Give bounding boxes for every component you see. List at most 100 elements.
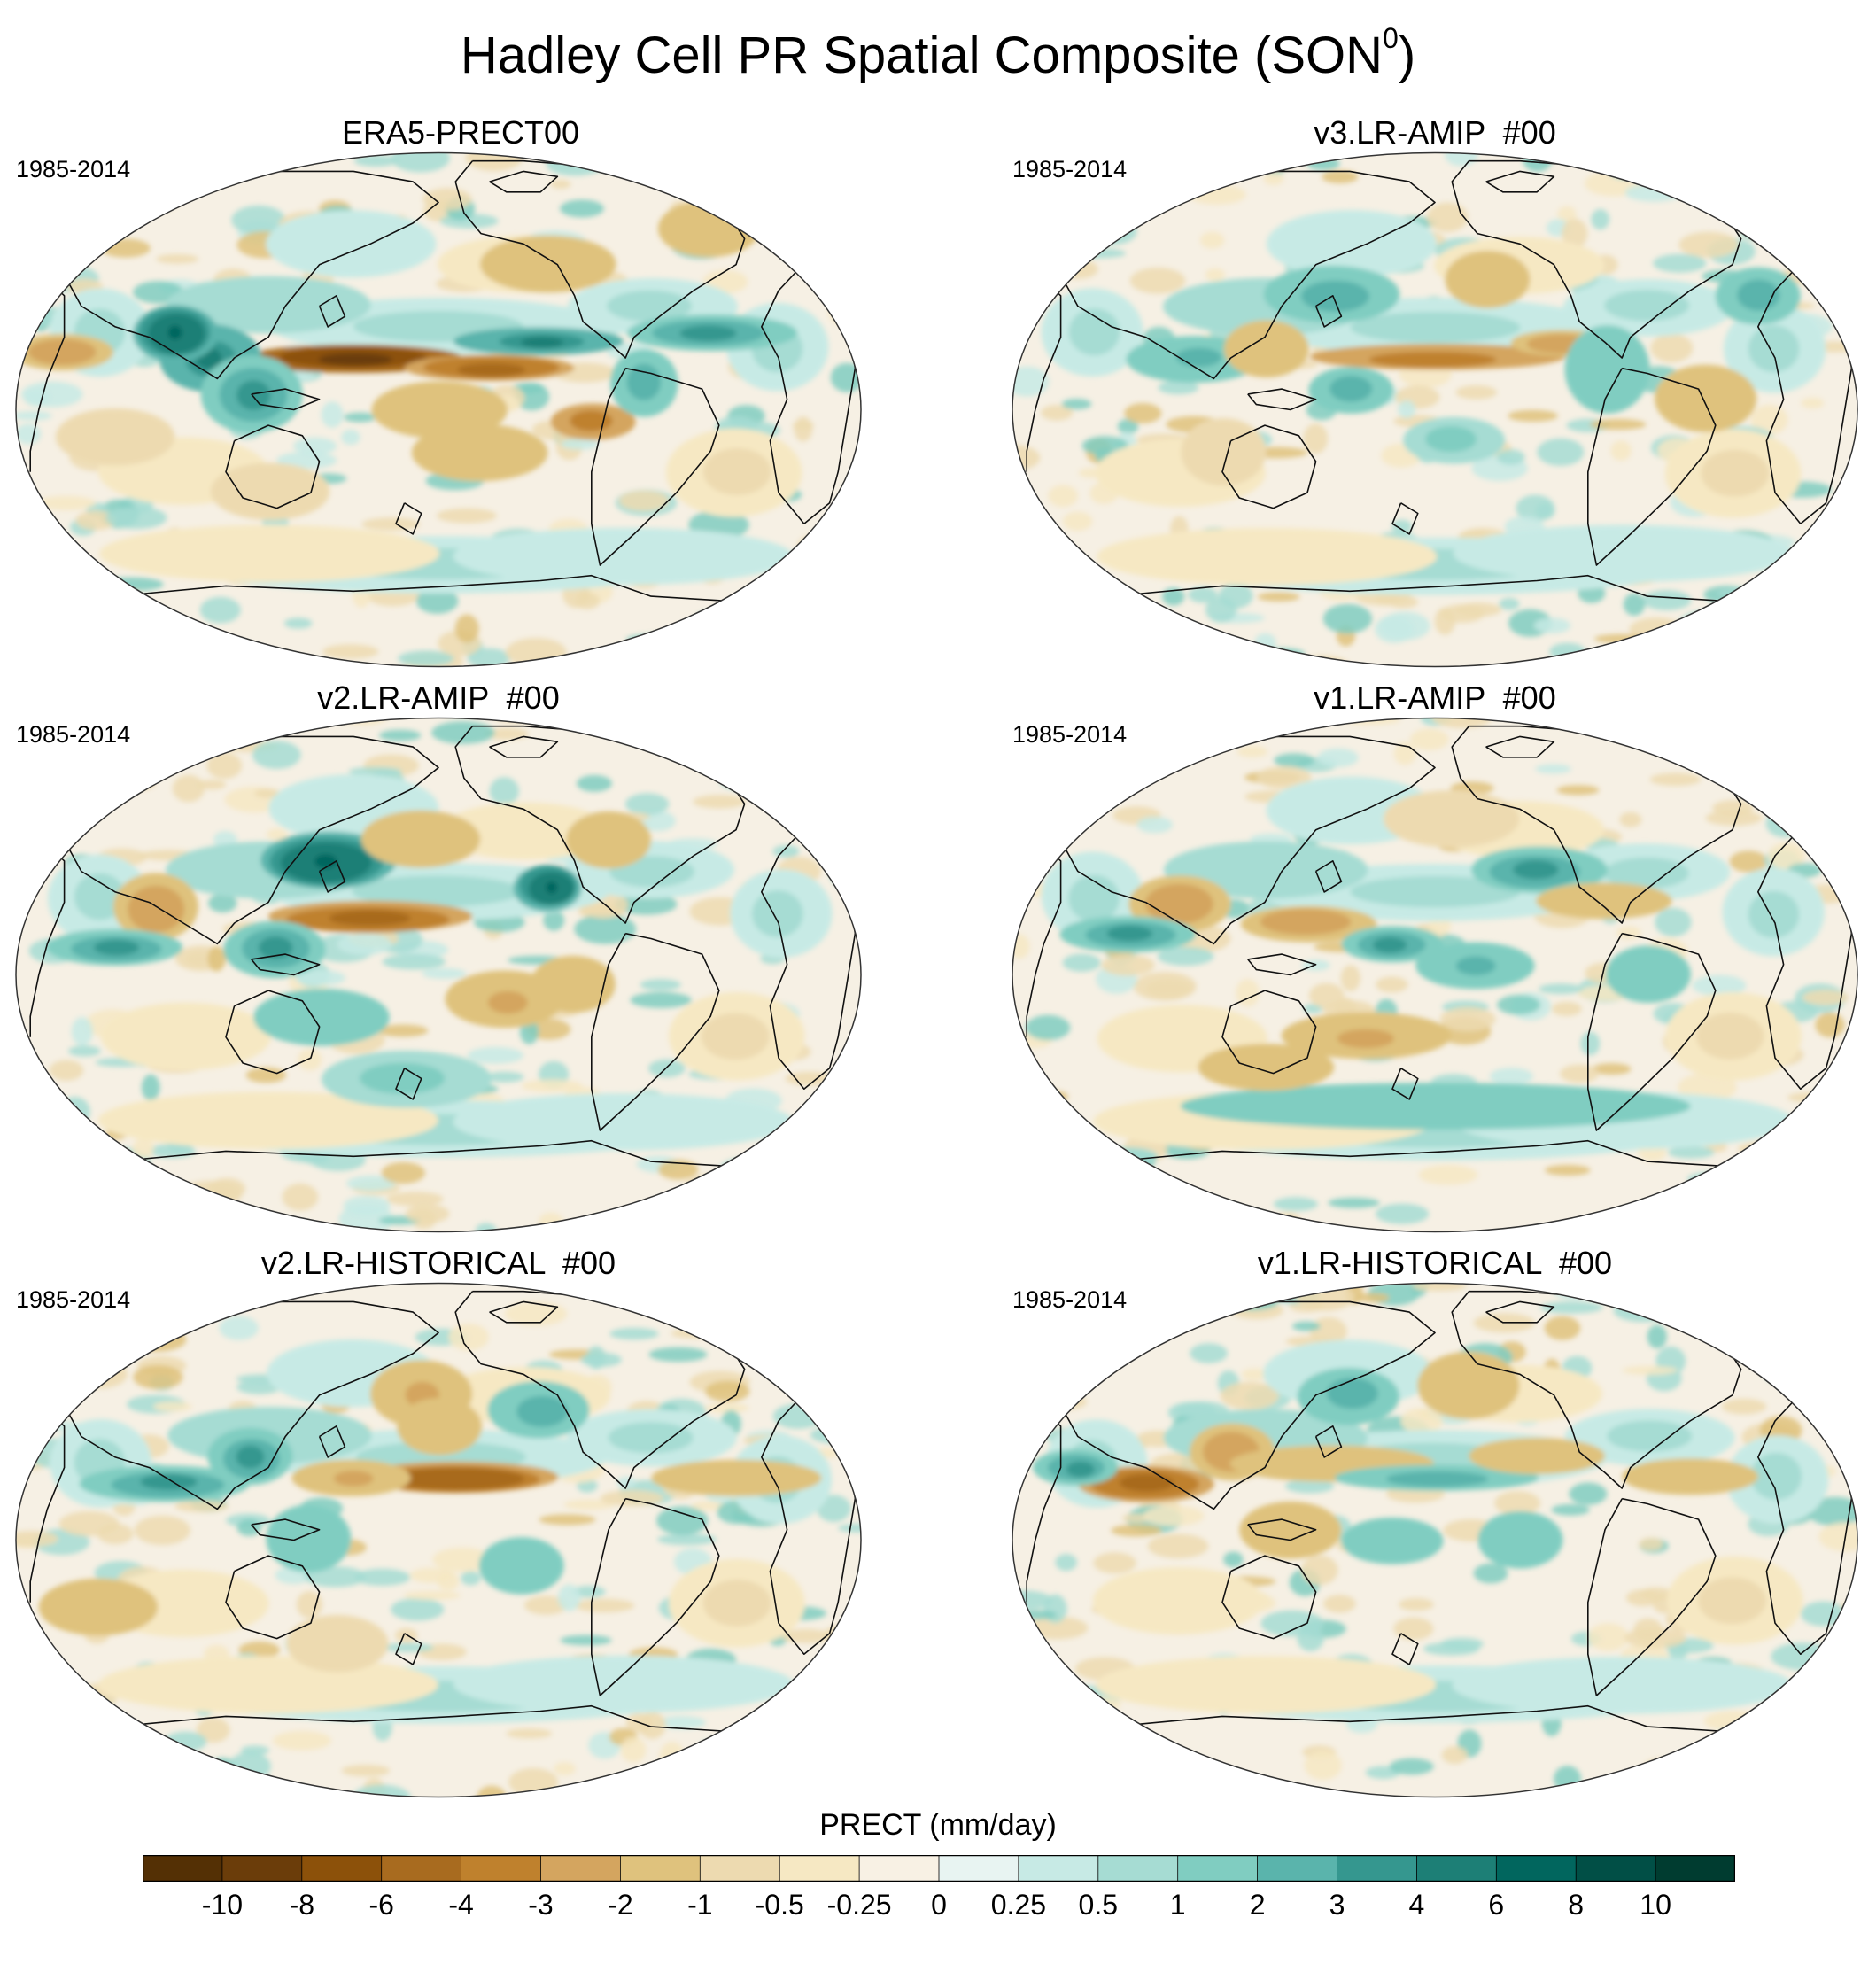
colorbar-tick-label: -4 (448, 1889, 474, 1921)
precip-blob (398, 650, 454, 666)
precip-blob (1256, 765, 1312, 789)
precip-anomaly-region (390, 825, 450, 857)
precip-blob (405, 1204, 450, 1223)
precip-blob (680, 168, 725, 182)
precip-blob (337, 933, 392, 955)
precip-blob (702, 624, 729, 653)
colorbar-swatch (939, 1855, 1019, 1882)
precip-blob (484, 1071, 524, 1083)
coastline (318, 1425, 346, 1458)
precip-blob (705, 1380, 750, 1402)
precip-anomaly-region (1385, 1471, 1489, 1487)
precip-blob (1489, 1068, 1533, 1085)
colorbar-tick-label: -10 (201, 1889, 244, 1921)
panel-title-v3-amip: v3.LR-AMIP #00 (1314, 114, 1556, 151)
precip-blob (1068, 248, 1127, 259)
precip-blob (1129, 268, 1186, 294)
precip-blob (1533, 617, 1571, 633)
precip-blob (1291, 1321, 1321, 1331)
precip-blob (804, 724, 861, 744)
precip-blob (134, 1515, 190, 1546)
precip-blob (68, 1045, 101, 1057)
map-border (15, 717, 862, 1233)
precip-blob (543, 910, 565, 931)
precip-anomaly-region (1444, 1366, 1495, 1403)
precip-blob (1557, 206, 1577, 222)
precip-blob (1105, 1750, 1131, 1770)
precip-blob (768, 172, 802, 198)
coastline (395, 502, 422, 535)
colorbar-swatch (1337, 1855, 1417, 1882)
precip-anomaly-region (1748, 325, 1800, 372)
precip-blob (1765, 809, 1802, 838)
precip-blob (745, 1719, 791, 1738)
coastline (1112, 1139, 1793, 1173)
coastline (115, 1704, 796, 1738)
coastline (590, 932, 720, 1131)
precip-blob (657, 1716, 706, 1729)
precip-blob (1764, 1363, 1827, 1386)
precip-blob (1322, 603, 1373, 634)
colorbar-title: PRECT (mm/day) (819, 1808, 1057, 1842)
precip-blob (343, 1195, 391, 1216)
precip-blob (22, 1170, 86, 1184)
precip-anomaly-region (1535, 539, 1706, 571)
precip-blob (1776, 1220, 1824, 1232)
coastline (1756, 253, 1853, 525)
precip-anomaly-region (626, 363, 662, 400)
precip-blob (100, 750, 143, 780)
precip-blob (1322, 170, 1359, 184)
precip-anomaly-region (74, 873, 126, 920)
precip-blob (1400, 1408, 1443, 1434)
precip-blob (254, 788, 281, 798)
precip-blob (1594, 633, 1648, 644)
precip-anomaly-region (1181, 1668, 1352, 1700)
precip-blob (1709, 656, 1772, 667)
precip-anomaly-region (438, 1471, 473, 1481)
map-panel-era5 (13, 151, 864, 669)
coastline (251, 1518, 321, 1541)
precip-blob (746, 638, 769, 661)
precip-blob (563, 1499, 615, 1510)
precip-blob (252, 741, 301, 769)
precip-blob (620, 1736, 647, 1763)
precip-blob (16, 1077, 47, 1090)
precip-blob (704, 1402, 749, 1413)
precip-blob (1551, 1001, 1582, 1016)
precip-blob (1252, 1283, 1273, 1291)
precip-blob (1687, 1172, 1733, 1186)
precip-blob (1303, 423, 1329, 454)
precip-blob (1743, 1309, 1779, 1321)
precip-blob (788, 213, 848, 224)
precip-anomaly-region (1163, 889, 1198, 912)
precip-blob (1572, 1787, 1611, 1797)
precip-blob (1786, 1126, 1826, 1141)
precip-blob (574, 913, 637, 944)
precip-blob (1047, 1201, 1094, 1219)
precip-anomaly-region (141, 1584, 227, 1621)
precip-blob (1649, 772, 1702, 787)
precip-blob (1055, 1554, 1077, 1572)
coastline (1247, 388, 1317, 411)
precip-blob (1022, 177, 1058, 204)
precip-blob (1591, 209, 1609, 230)
precip-blob (1188, 586, 1218, 603)
precip-blob (283, 617, 313, 629)
precip-blob (1569, 1482, 1608, 1505)
precip-anomaly-region (313, 1629, 364, 1661)
precip-blob (784, 207, 845, 233)
precip-blob (696, 1740, 728, 1766)
colorbar-tick-label: 0 (931, 1889, 947, 1921)
precip-blob (1833, 307, 1857, 329)
precip-blob (1802, 990, 1849, 1005)
precip-blob (1012, 1158, 1038, 1177)
precip-blob (1189, 184, 1246, 205)
precip-map (1012, 717, 1858, 1233)
precip-blob (1641, 590, 1692, 610)
precip-blob (659, 1742, 685, 1771)
precip-blob (1012, 445, 1041, 471)
precip-blob (321, 401, 344, 428)
colorbar-swatch (1496, 1855, 1577, 1882)
precip-blob (1806, 621, 1828, 650)
precip-blob (1214, 1210, 1269, 1228)
